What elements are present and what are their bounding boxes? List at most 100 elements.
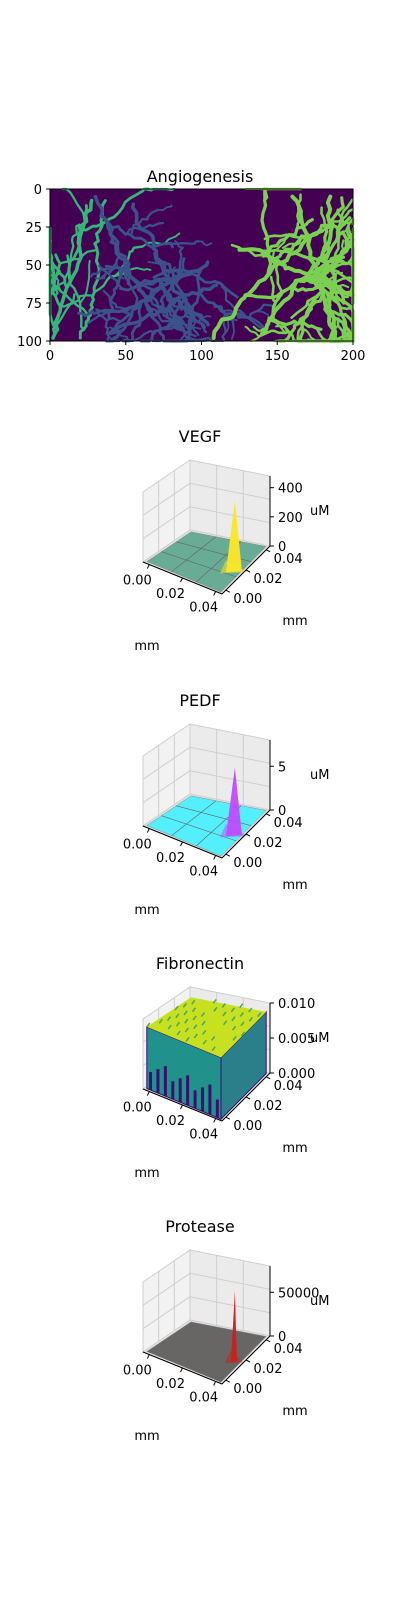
right-vessel (324, 290, 332, 319)
left-vessel (157, 204, 173, 211)
surface-texture (175, 1013, 180, 1019)
surface-texture (221, 1003, 226, 1008)
y-tick-mark (265, 813, 271, 817)
right-vessel (269, 275, 277, 304)
left-vessel (106, 224, 174, 249)
right-vessel (211, 228, 325, 340)
y-tick-mark (265, 549, 271, 553)
y-tick-mark (225, 589, 231, 593)
z-tick-label: 0.010 (278, 997, 315, 1012)
x-tick-mark (213, 591, 217, 596)
surface-peak (225, 767, 242, 837)
z-tick-label: 50000 (278, 1286, 319, 1301)
y-tick-mark (265, 1076, 271, 1080)
left-tip-vessel (114, 267, 152, 277)
x-axis-label: mm (134, 903, 159, 918)
pedf-panel: PEDF 0.00 0.02 0.04 mm 0.00 0.02 0.04 mm 0 5 uM (123, 691, 330, 918)
surface-texture (212, 998, 217, 1004)
right-vessel (318, 267, 332, 288)
surface-texture (185, 1036, 190, 1042)
surface-texture (248, 1007, 253, 1013)
surface-texture (193, 1024, 198, 1030)
left-vessel (123, 260, 210, 314)
x-tick-label: 0.02 (156, 1377, 185, 1392)
surface-texture (231, 1025, 237, 1031)
y-tick-label: 0.04 (274, 552, 303, 567)
surface-texture (257, 1012, 262, 1018)
x-tick-label: 100 (189, 349, 214, 364)
y-axis-label: mm (282, 1141, 307, 1156)
y-tick-label: 0 (34, 183, 42, 198)
z-axis-label: uM (310, 504, 329, 519)
left-vessel (93, 194, 154, 316)
left-vessel (169, 300, 183, 312)
surface-texture (202, 1039, 207, 1045)
surface-texture (191, 999, 196, 1005)
left-vessel (248, 303, 278, 319)
x-tick-label: 0.00 (123, 838, 152, 853)
z-tick-label: 0 (278, 540, 286, 555)
left-vessel (167, 304, 195, 326)
surface-peak-base (219, 560, 248, 574)
x-tick-label: 0.02 (156, 587, 185, 602)
left-tip-vessel (66, 254, 85, 331)
left-vessel (102, 289, 128, 311)
surface-texture (211, 1046, 216, 1052)
y-tick-label: 0.00 (233, 592, 262, 607)
y-tick-mark (265, 1339, 271, 1343)
surface-grid-line (176, 1331, 252, 1352)
surface-texture (182, 1002, 188, 1008)
left-vessel (94, 272, 107, 280)
x-tick-mark (180, 577, 183, 583)
x-tick-label: 0.04 (189, 864, 218, 879)
z-tick-label: 0 (278, 1330, 286, 1345)
surface-peak (230, 1291, 237, 1363)
surface-texture (191, 1007, 197, 1013)
left-tip-vessel (69, 223, 81, 263)
left-vessel (198, 292, 251, 320)
left-tip-vessel (78, 199, 107, 340)
x-tick-label: 0.04 (189, 600, 218, 615)
left-vessel (177, 246, 184, 277)
right-vessel (296, 193, 302, 230)
x-tick-mark (146, 564, 150, 569)
x-tick-label: 0.00 (123, 1364, 152, 1379)
left-vessel (153, 251, 169, 273)
surface-texture (230, 1007, 235, 1013)
left-vessel (89, 266, 117, 278)
surface-texture (239, 1012, 244, 1017)
wall-grid-line (142, 746, 271, 780)
x-tick-mark (213, 855, 217, 860)
surface-texture (183, 1010, 188, 1016)
x-axis-label: mm (134, 639, 159, 654)
z-tick-label: 0.005 (278, 1032, 315, 1047)
surface-texture (158, 1018, 163, 1024)
y-tick-label: 50 (25, 259, 42, 274)
right-vessel (244, 325, 260, 338)
right-vessel (329, 208, 354, 223)
y-tick-label: 0.02 (254, 1099, 283, 1114)
z-tick-label: 0 (278, 804, 286, 819)
left-vessel (129, 208, 160, 237)
y-tick-mark (225, 1116, 231, 1120)
protease-panel: Protease 0.00 0.02 0.04 mm 0.00 0.02 0.04 mm 0 500… (123, 1217, 330, 1444)
surface-texture (222, 1020, 228, 1026)
surface-peak-base (219, 824, 248, 838)
surface-peak-base (224, 1350, 243, 1364)
panel-title: PEDF (179, 691, 220, 710)
right-vessel (263, 233, 309, 241)
surface-texture (174, 1005, 179, 1011)
surface-texture (184, 1018, 189, 1024)
z-tick-label: 5 (278, 760, 286, 775)
left-vessel (87, 309, 113, 324)
x-axis-label: mm (134, 1429, 159, 1444)
surface-texture (213, 1006, 218, 1012)
left-tip-vessel (58, 249, 97, 265)
surface-texture (166, 1016, 172, 1022)
panel-title: Protease (165, 1217, 234, 1236)
y-tick-label: 25 (25, 221, 42, 236)
right-vessel (306, 237, 355, 276)
x-tick-label: 0 (46, 349, 54, 364)
